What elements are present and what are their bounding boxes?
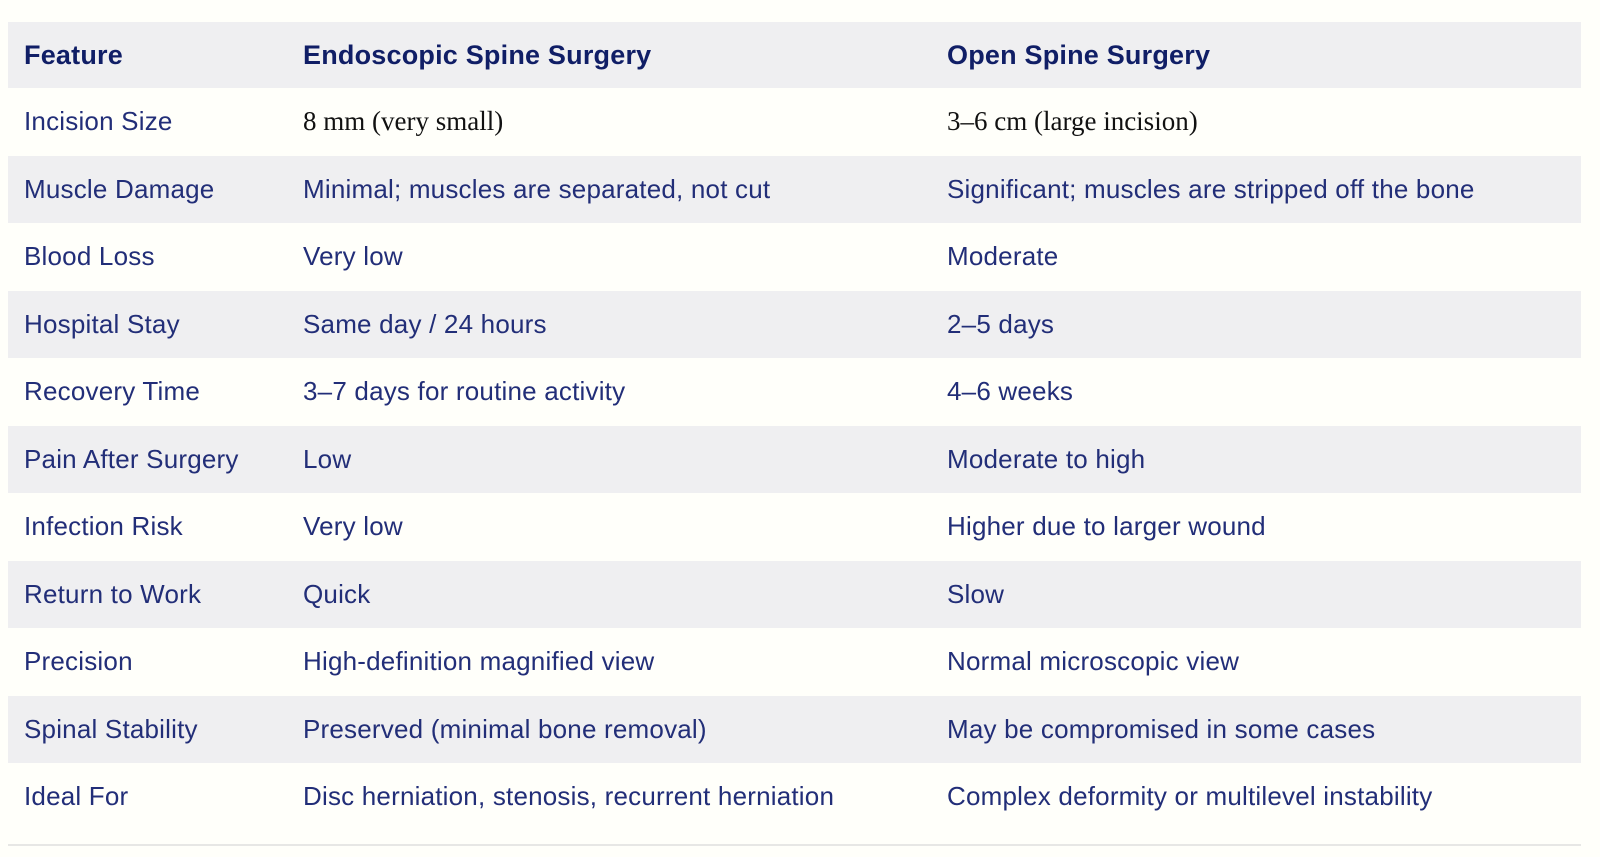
feature-cell: Spinal Stability (24, 713, 198, 744)
endoscopic-cell: Same day / 24 hours (303, 308, 547, 339)
feature-cell: Ideal For (24, 781, 129, 812)
open-cell: Normal microscopic view (947, 646, 1240, 677)
open-cell: Higher due to larger wound (947, 511, 1266, 542)
spine-surgery-comparison-table: Feature Endoscopic Spine Surgery Open Sp… (8, 22, 1581, 846)
open-cell: May be compromised in some cases (947, 713, 1376, 744)
column-header-feature: Feature (24, 39, 123, 70)
endoscopic-cell: High-definition magnified view (303, 646, 655, 677)
feature-cell: Pain After Surgery (24, 443, 239, 474)
endoscopic-cell: Very low (303, 511, 403, 542)
table-row: Hospital Stay Same day / 24 hours 2–5 da… (8, 290, 1581, 358)
table-row: Muscle Damage Minimal; muscles are separ… (8, 155, 1581, 223)
endoscopic-cell: 3–7 days for routine activity (303, 376, 626, 407)
feature-cell: Recovery Time (24, 376, 200, 407)
open-cell: 4–6 weeks (947, 376, 1074, 407)
table-row: Spinal Stability Preserved (minimal bone… (8, 695, 1581, 763)
table-header-row: Feature Endoscopic Spine Surgery Open Sp… (8, 22, 1581, 88)
endoscopic-cell: Low (303, 443, 352, 474)
feature-cell: Blood Loss (24, 241, 155, 272)
endoscopic-cell: Quick (303, 578, 371, 609)
open-cell: 2–5 days (947, 308, 1055, 339)
open-cell: Moderate to high (947, 443, 1146, 474)
column-header-endoscopic: Endoscopic Spine Surgery (303, 39, 652, 70)
table-row: Return to Work Quick Slow (8, 560, 1581, 628)
table-row: Recovery Time 3–7 days for routine activ… (8, 358, 1581, 426)
feature-cell: Precision (24, 646, 133, 677)
table-row: Blood Loss Very low Moderate (8, 223, 1581, 291)
feature-cell: Infection Risk (24, 511, 183, 542)
table-row: Ideal For Disc herniation, stenosis, rec… (8, 763, 1581, 831)
table-row: Precision High-definition magnified view… (8, 628, 1581, 696)
feature-cell: Incision Size (24, 106, 173, 137)
endoscopic-cell: Preserved (minimal bone removal) (303, 713, 707, 744)
endoscopic-cell: Disc herniation, stenosis, recurrent her… (303, 781, 835, 812)
open-cell: 3–6 cm (large incision) (947, 106, 1198, 137)
open-cell: Moderate (947, 241, 1059, 272)
column-header-open: Open Spine Surgery (947, 39, 1211, 70)
endoscopic-cell: Minimal; muscles are separated, not cut (303, 173, 771, 204)
open-cell: Slow (947, 578, 1005, 609)
feature-cell: Return to Work (24, 578, 202, 609)
open-cell: Significant; muscles are stripped off th… (947, 173, 1475, 204)
table-row: Pain After Surgery Low Moderate to high (8, 425, 1581, 493)
endoscopic-cell: 8 mm (very small) (303, 106, 504, 137)
bottom-divider (8, 843, 1581, 846)
table-row: Infection Risk Very low Higher due to la… (8, 493, 1581, 561)
open-cell: Complex deformity or multilevel instabil… (947, 781, 1433, 812)
endoscopic-cell: Very low (303, 241, 403, 272)
feature-cell: Hospital Stay (24, 308, 180, 339)
table-row: Incision Size 8 mm (very small) 3–6 cm (… (8, 88, 1581, 156)
feature-cell: Muscle Damage (24, 173, 215, 204)
